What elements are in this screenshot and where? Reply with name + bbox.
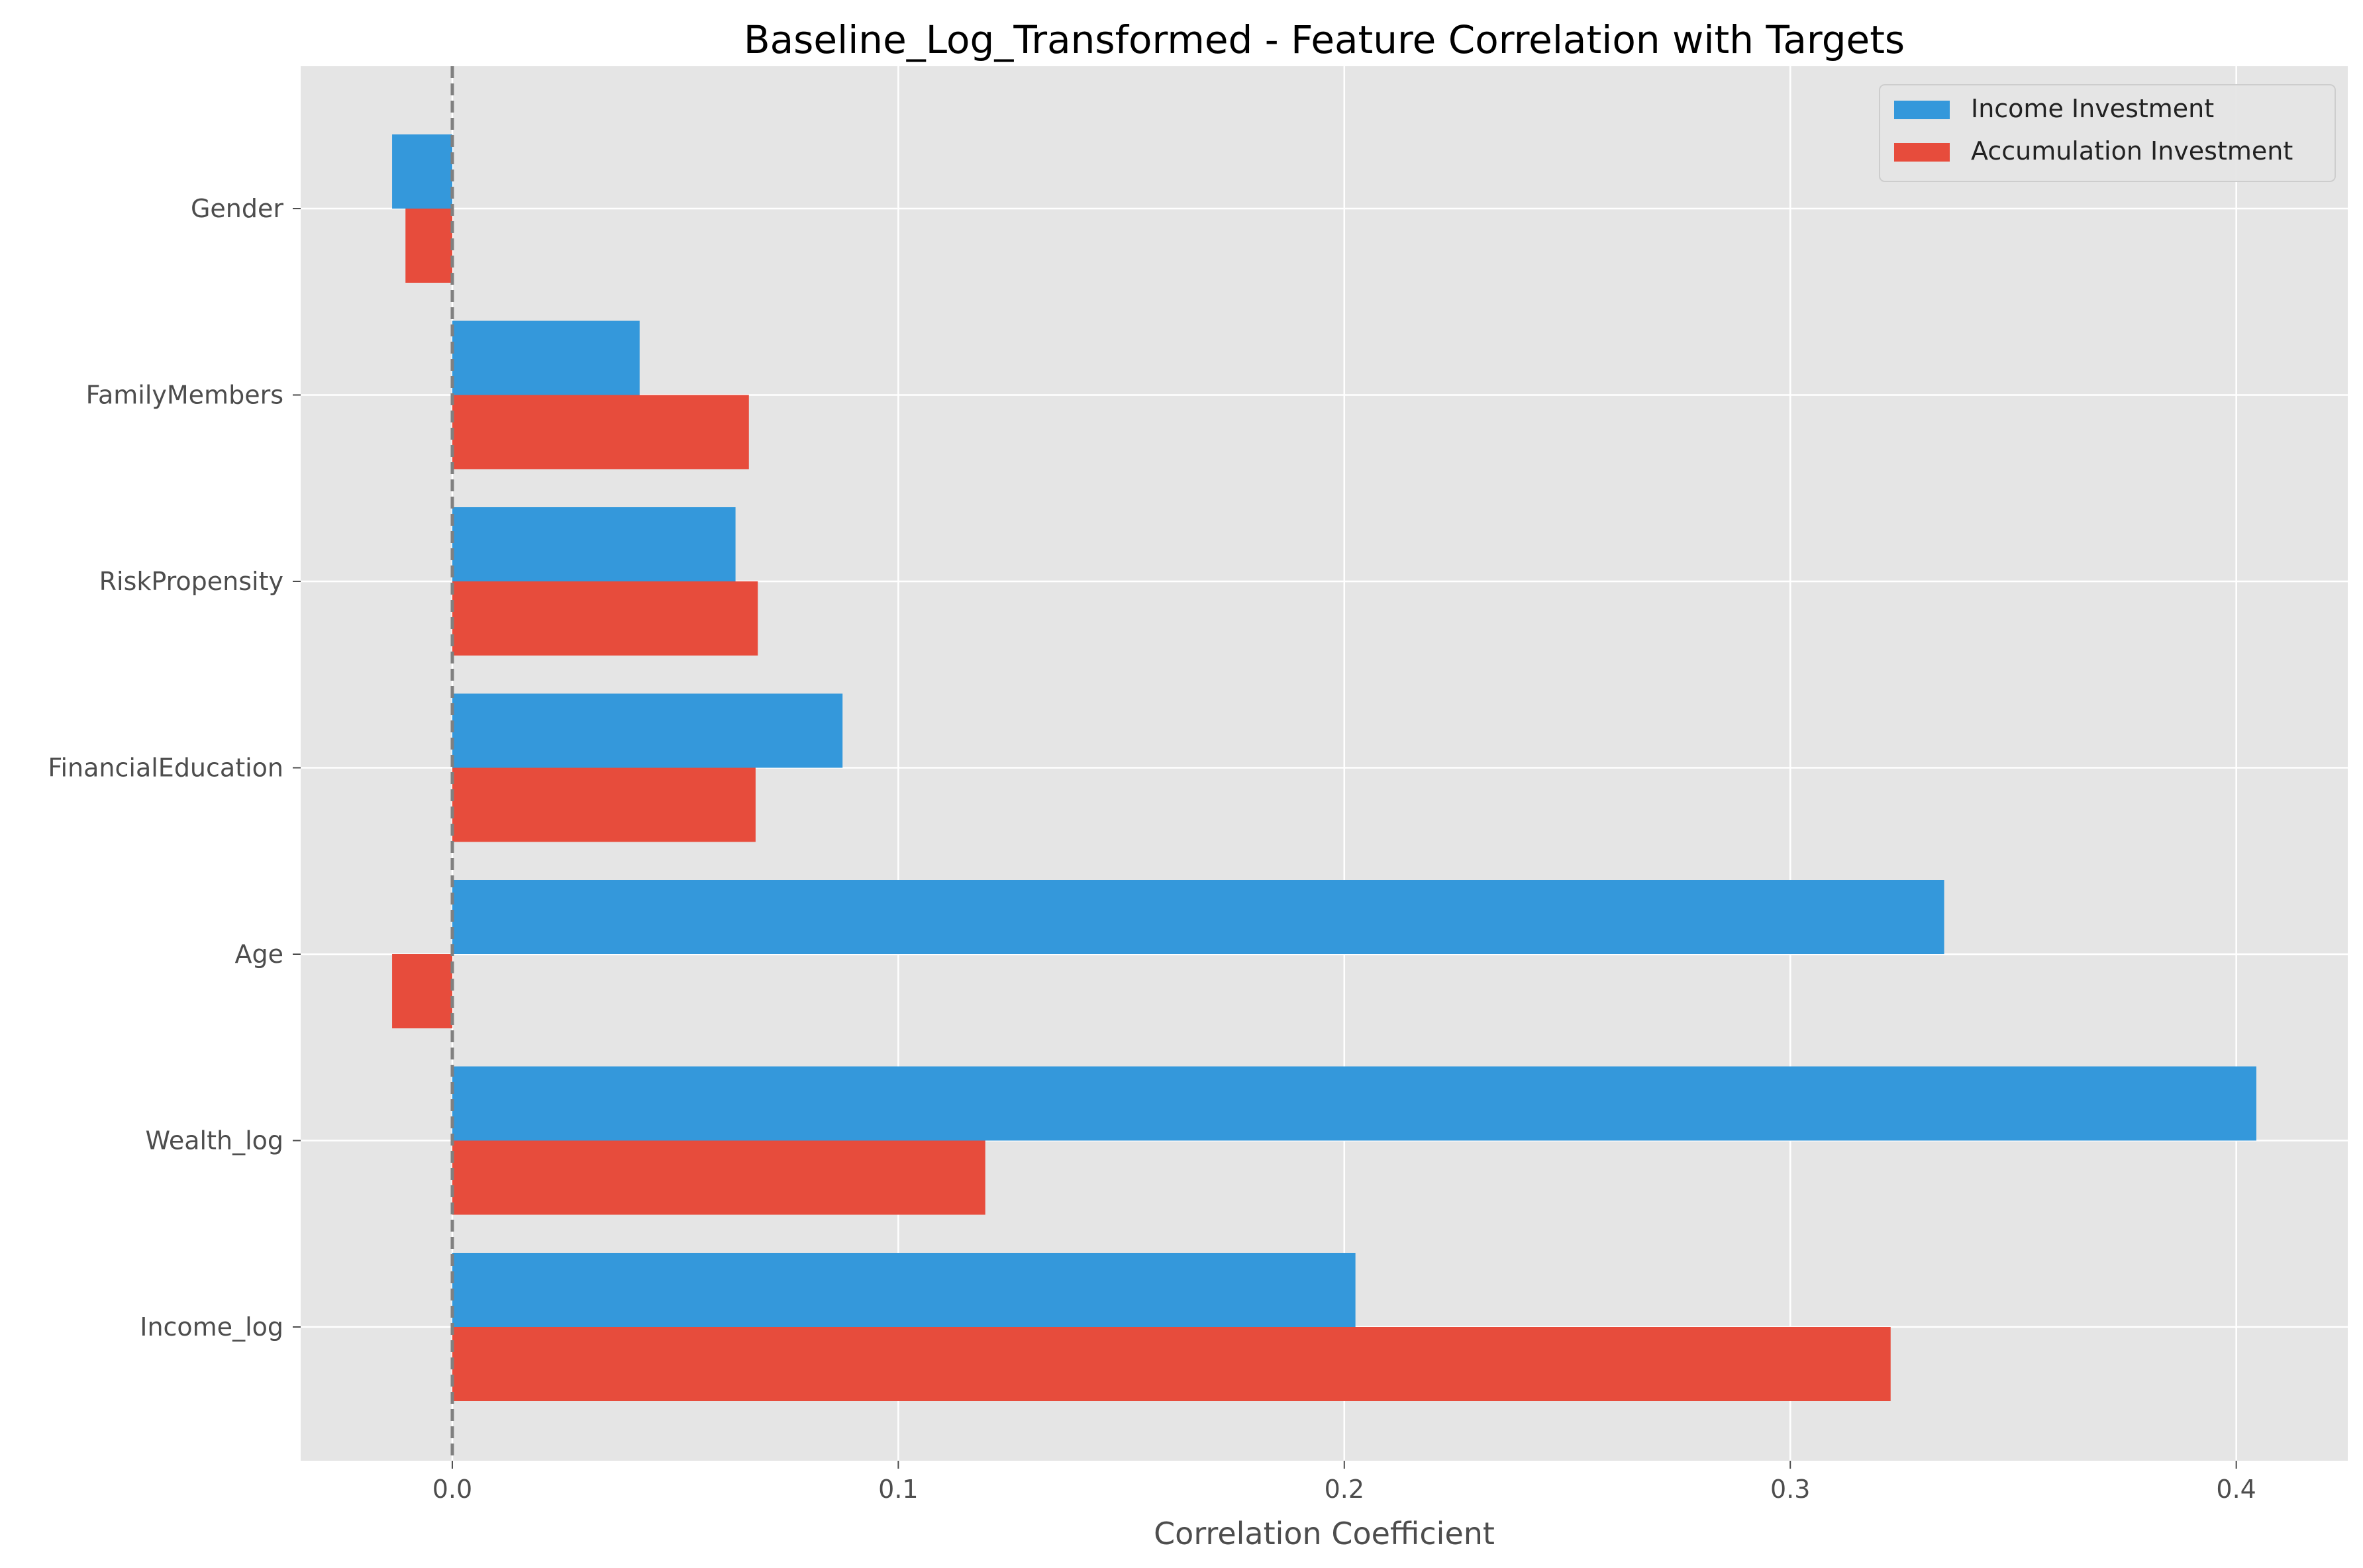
x-tick-label: 0.1 <box>878 1475 918 1504</box>
bar-income-income-log <box>452 1253 1356 1327</box>
y-axis-ticks: Gender FamilyMembers RiskPropensity Financi… <box>48 194 301 1342</box>
y-tick-label: Wealth_log <box>146 1126 283 1155</box>
y-tick-label: Age <box>235 940 284 969</box>
bar-accumulation-familymembers <box>452 395 749 469</box>
x-tick-label: 0.3 <box>1770 1475 1810 1504</box>
bar-income-wealth-log <box>452 1066 2256 1141</box>
chart-title: Baseline_Log_Transformed - Feature Corre… <box>744 17 1905 62</box>
y-tick-label: FinancialEducation <box>48 754 283 783</box>
legend-label: Accumulation Investment <box>1971 136 2293 166</box>
y-tick-label: Gender <box>191 194 283 223</box>
legend-box <box>1879 84 2336 182</box>
bar-accumulation-gender <box>405 209 452 283</box>
y-tick-label: FamilyMembers <box>86 381 283 410</box>
bar-income-gender <box>392 134 452 209</box>
bar-income-financialeducation <box>452 693 843 768</box>
bar-income-age <box>452 880 1944 954</box>
x-axis-label: Correlation Coefficient <box>1154 1516 1495 1551</box>
bar-accumulation-income-log <box>452 1327 1891 1401</box>
bar-accumulation-financialeducation <box>452 767 756 842</box>
legend-swatch <box>1894 143 1950 162</box>
bar-accumulation-wealth-log <box>452 1140 985 1215</box>
bars <box>392 134 2256 1401</box>
legend-label: Income Investment <box>1971 94 2214 123</box>
bar-income-familymembers <box>452 320 640 395</box>
legend: Income Investment Accumulation Investment <box>1879 84 2336 182</box>
x-tick-label: 0.2 <box>1325 1475 1364 1504</box>
legend-swatch <box>1894 101 1950 119</box>
x-tick-label: 0.4 <box>2216 1475 2256 1504</box>
y-tick-label: RiskPropensity <box>99 567 283 596</box>
x-axis-ticks: 0.0 0.1 0.2 0.3 0.4 <box>432 1461 2256 1504</box>
bar-income-riskpropensity <box>452 507 736 581</box>
y-tick-label: Income_log <box>140 1312 283 1342</box>
bar-accumulation-riskpropensity <box>452 581 758 656</box>
bar-accumulation-age <box>392 954 452 1028</box>
x-tick-label: 0.0 <box>432 1475 472 1504</box>
